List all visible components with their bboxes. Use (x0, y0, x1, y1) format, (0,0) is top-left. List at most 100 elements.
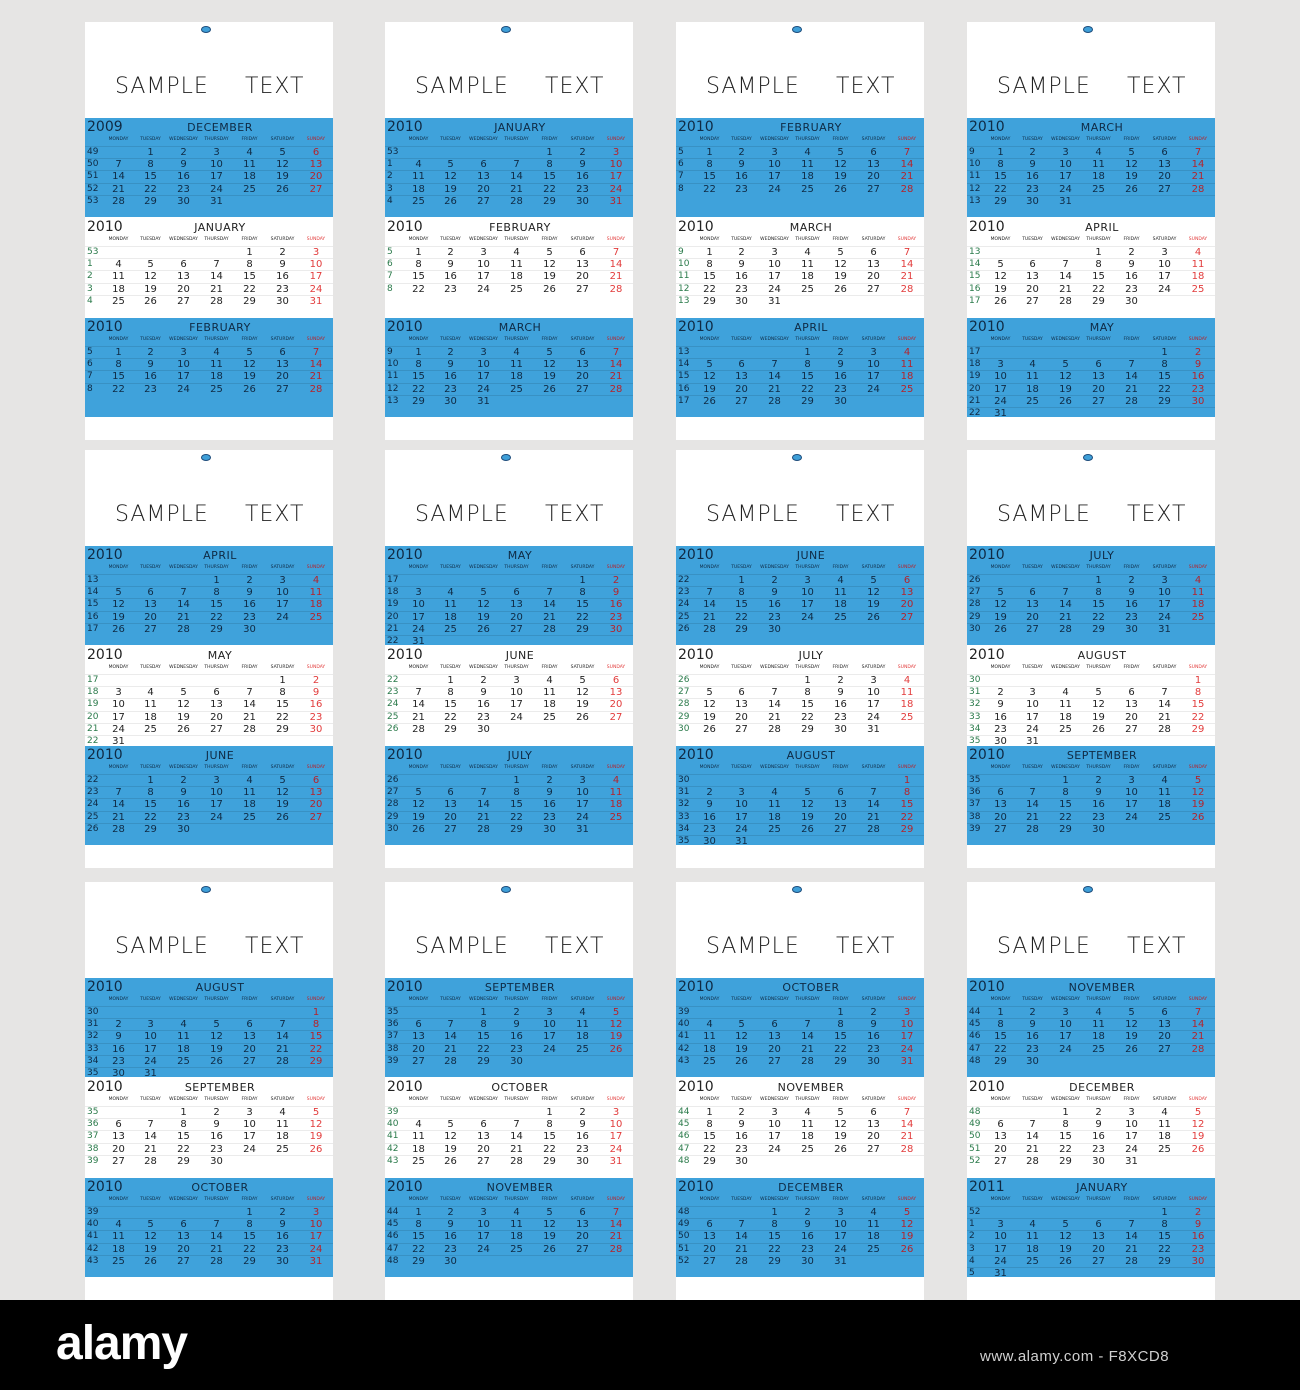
day-cell: 11 (112, 1231, 125, 1243)
grid-line (676, 1206, 924, 1207)
grid-line (676, 598, 924, 600)
weekday-label: FRIDAY (832, 665, 849, 670)
hanging-hole-icon (792, 886, 802, 893)
day-cell: 29 (477, 1055, 490, 1067)
week-number: 25 (87, 811, 99, 822)
day-cell: 14 (867, 799, 880, 811)
year-label: 2010 (387, 747, 423, 763)
day-cell: 10 (1125, 787, 1138, 799)
day-cell: 24 (276, 611, 289, 623)
day-cell: 2 (1194, 347, 1202, 358)
sample-text-left: SAMPLE (706, 934, 800, 959)
day-cell: 8 (1161, 1219, 1168, 1231)
day-cell: 8 (706, 259, 713, 271)
day-cell: 6 (180, 259, 187, 271)
day-cell: 12 (834, 159, 847, 171)
day-cell: 29 (768, 1255, 781, 1267)
day-cell: 10 (1158, 587, 1171, 599)
day-cell: 7 (1062, 259, 1069, 271)
day-cell: 4 (115, 259, 122, 271)
grid-line (967, 622, 1215, 624)
day-cell: 23 (210, 1143, 223, 1155)
day-cell: 25 (900, 711, 914, 723)
day-cell: 19 (1059, 1243, 1072, 1255)
day-cell: 9 (804, 1219, 811, 1231)
day-cell: 18 (144, 711, 157, 723)
day-cell: 12 (144, 1231, 157, 1243)
day-cell: 24 (867, 711, 880, 723)
day-cell: 26 (1191, 811, 1205, 823)
day-cell: 9 (447, 1219, 454, 1231)
day-cell: 21 (609, 371, 623, 383)
week-number: 17 (387, 575, 399, 585)
day-cell: 31 (609, 195, 623, 207)
weekday-label: SATURDAY (861, 237, 886, 242)
weekday-label: FRIDAY (832, 765, 849, 770)
day-cell: 31 (576, 823, 589, 835)
day-cell: 1 (997, 1007, 1004, 1018)
weekday-label: SATURDAY (1152, 137, 1177, 142)
day-cell: 3 (771, 1107, 778, 1118)
day-cell: 3 (180, 347, 187, 358)
day-cell: 21 (477, 811, 490, 823)
day-cell: 4 (870, 1207, 877, 1218)
grid-line (676, 1006, 924, 1007)
weekday-label: MONDAY (408, 137, 429, 142)
weekday-label: SATURDAY (1152, 1197, 1177, 1202)
month-name: AUGUST (195, 981, 245, 994)
day-cell: 13 (576, 359, 589, 371)
day-cell: 28 (144, 1155, 157, 1167)
day-cell: 5 (115, 587, 122, 599)
day-cell: 22 (144, 183, 157, 195)
month-name: JUNE (505, 649, 535, 662)
day-cell: 23 (867, 1043, 880, 1055)
day-cell: 3 (612, 1107, 620, 1118)
day-cell: 21 (1059, 283, 1072, 295)
day-cell: 14 (309, 359, 323, 371)
weekday-label: FRIDAY (1123, 1097, 1140, 1102)
day-cell: 8 (837, 1019, 844, 1031)
day-cell: 30 (1026, 1055, 1039, 1067)
day-cell: 14 (735, 1231, 748, 1243)
grid-line (385, 158, 633, 160)
day-cell: 30 (1125, 623, 1138, 635)
day-cell: 6 (480, 1119, 487, 1131)
day-cell: 17 (543, 1031, 556, 1043)
day-cell: 23 (177, 183, 190, 195)
day-cell: 11 (144, 699, 157, 711)
week-number: 52 (87, 183, 99, 194)
day-cell: 31 (867, 723, 880, 735)
day-cell: 5 (1128, 1007, 1135, 1018)
week-number: 30 (387, 823, 399, 834)
day-cell: 11 (243, 159, 256, 171)
day-cell: 11 (801, 259, 814, 271)
day-cell: 19 (801, 811, 814, 823)
weekday-label: WEDNESDAY (169, 1097, 198, 1102)
week-number: 15 (87, 599, 99, 610)
day-cell: 15 (1059, 799, 1072, 811)
day-cell: 17 (1026, 711, 1039, 723)
weekday-label: TUESDAY (1022, 137, 1043, 142)
year-label: 2010 (87, 1079, 123, 1095)
day-cell: 17 (144, 1043, 157, 1055)
day-cell: 2 (1194, 1207, 1202, 1218)
day-cell: 2 (546, 775, 553, 786)
week-number: 24 (678, 599, 690, 610)
day-cell: 1 (837, 1007, 844, 1018)
grid-line (676, 774, 924, 775)
day-cell: 26 (1059, 395, 1072, 407)
hanging-hole-icon (201, 454, 211, 461)
weekday-label: WEDNESDAY (469, 665, 498, 670)
weekday-label: TUESDAY (1022, 565, 1043, 570)
day-cell: 23 (735, 283, 748, 295)
day-cell: 14 (510, 1131, 523, 1143)
week-number: 10 (969, 159, 981, 170)
day-cell: 19 (444, 183, 457, 195)
week-number: 53 (387, 147, 399, 157)
day-cell: 19 (1191, 799, 1205, 811)
week-number: 39 (87, 1155, 99, 1166)
month-name: MARCH (789, 221, 833, 234)
day-cell: 10 (177, 359, 190, 371)
day-cell: 3 (771, 147, 778, 158)
day-cell: 20 (576, 371, 589, 383)
